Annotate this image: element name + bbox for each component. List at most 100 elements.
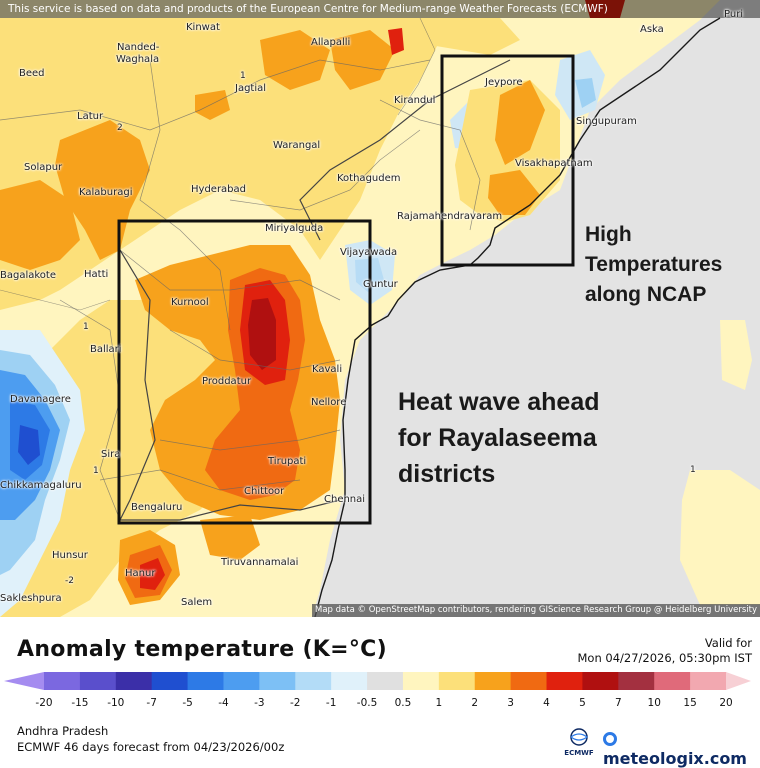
anomaly-map[interactable] bbox=[0, 0, 760, 617]
city-label: Ballari bbox=[90, 344, 122, 355]
scale-tick-label: 4 bbox=[543, 697, 550, 709]
rayalaseema-box bbox=[117, 219, 372, 525]
ncap-annotation-line: along NCAP bbox=[585, 283, 707, 306]
contour-label: 2 bbox=[117, 123, 123, 133]
legend-title: Anomaly temperature (K=°C) bbox=[17, 637, 387, 662]
scale-segment bbox=[367, 672, 404, 690]
ecmwf-disclaimer-banner: This service is based on data and produc… bbox=[0, 0, 760, 18]
scale-segment bbox=[402, 672, 440, 690]
city-label: Kalaburagi bbox=[79, 187, 133, 198]
city-label: Kavali bbox=[312, 364, 343, 375]
city-label: Vijayawada bbox=[340, 247, 398, 258]
city-label: Kirandul bbox=[394, 95, 436, 106]
city-label: Hunsur bbox=[52, 550, 88, 561]
scale-tick-label: -7 bbox=[146, 697, 157, 709]
contour-label: -2 bbox=[65, 576, 74, 586]
scale-tick-label: -1 bbox=[325, 697, 337, 709]
scale-tick-label: -5 bbox=[182, 697, 193, 709]
scale-segment bbox=[510, 672, 548, 690]
map-attribution: Map data © OpenStreetMap contributors, r… bbox=[312, 604, 760, 617]
scale-segment bbox=[151, 672, 189, 690]
rayalaseema-annotation-line: districts bbox=[398, 460, 496, 488]
scale-segment bbox=[618, 672, 655, 690]
city-label: Puri bbox=[724, 9, 744, 20]
scale-segment bbox=[474, 672, 512, 690]
city-label: Latur bbox=[77, 111, 104, 122]
rayalaseema-annotation-line: for Rayalaseema bbox=[398, 424, 597, 452]
ecmwf-logo-text: ECMWF bbox=[564, 749, 594, 757]
city-label: Proddatur bbox=[202, 376, 252, 387]
ncap-annotation-line: Temperatures bbox=[585, 253, 723, 276]
city-label: Allapalli bbox=[311, 37, 351, 48]
scale-segment bbox=[331, 672, 368, 690]
city-label: Jeypore bbox=[485, 77, 523, 88]
scale-segment bbox=[582, 672, 619, 690]
scale-tick-label: 10 bbox=[647, 697, 661, 709]
city-label: Jagtial bbox=[235, 83, 267, 94]
scale-segment bbox=[654, 672, 691, 690]
scale-segment bbox=[438, 672, 476, 690]
meteologix-logo-text: meteologix.com bbox=[603, 749, 747, 768]
valid-label: Valid for bbox=[704, 636, 752, 650]
city-label: Aska bbox=[640, 24, 664, 35]
city-label: Bengaluru bbox=[131, 502, 183, 513]
scale-tick-label: -15 bbox=[71, 697, 89, 709]
city-label: Tirupati bbox=[268, 456, 307, 467]
city-label: Miriyalguda bbox=[265, 223, 324, 234]
city-label: Salem bbox=[181, 597, 213, 608]
city-label: Chennai bbox=[324, 494, 366, 505]
scale-tick-label: 1 bbox=[435, 697, 443, 709]
scale-arrow-low bbox=[4, 672, 44, 690]
scale-segment bbox=[79, 672, 117, 690]
scale-segment bbox=[295, 672, 332, 690]
scale-tick-label: 15 bbox=[683, 697, 697, 709]
contour-label: 1 bbox=[83, 322, 89, 332]
scale-tick-label: 3 bbox=[507, 697, 514, 709]
scale-tick-label: 20 bbox=[719, 697, 733, 709]
city-label: Guntur bbox=[363, 279, 398, 290]
scale-tick-label: 5 bbox=[579, 697, 586, 709]
scale-segment bbox=[259, 672, 296, 690]
scale-segment bbox=[546, 672, 583, 690]
city-label: Warangal bbox=[273, 140, 321, 151]
sea-area bbox=[312, 0, 760, 617]
scale-segment bbox=[115, 672, 153, 690]
city-label: Davanagere bbox=[10, 394, 71, 405]
city-label: Hyderabad bbox=[191, 184, 246, 195]
ncap-annotation: High Temperatures along NCAP bbox=[585, 220, 722, 310]
city-label: Sira bbox=[101, 449, 121, 460]
rayalaseema-annotation: Heat wave ahead for Rayalaseema district… bbox=[398, 384, 600, 492]
contour-label: 1 bbox=[93, 466, 99, 476]
scale-tick-label: -0.5 bbox=[356, 697, 378, 709]
scale-tick-label: -3 bbox=[254, 697, 265, 709]
contour-label: 1 bbox=[240, 71, 246, 81]
city-label: Nellore bbox=[311, 397, 347, 408]
city-label: Hanur bbox=[125, 568, 156, 579]
city-label: Chittoor bbox=[244, 486, 285, 497]
city-label: Nanded- bbox=[117, 42, 160, 53]
city-label: Bagalakote bbox=[0, 270, 56, 281]
sea-warm-blob bbox=[680, 470, 760, 605]
coastline bbox=[314, 17, 721, 617]
scale-tick-label: -20 bbox=[35, 697, 53, 709]
city-label: Sakleshpura bbox=[0, 593, 62, 604]
color-scale-bar bbox=[4, 672, 751, 690]
region-name: Andhra Pradesh bbox=[17, 724, 109, 738]
city-label: Visakhapatnam bbox=[515, 158, 593, 169]
scale-segment bbox=[690, 672, 727, 690]
scale-tick-label: 7 bbox=[614, 697, 622, 709]
rayalaseema-annotation-line: Heat wave ahead bbox=[398, 388, 600, 416]
scale-tick-label: -4 bbox=[218, 697, 229, 709]
city-label: Kurnool bbox=[171, 297, 209, 308]
scale-tick-label: -10 bbox=[107, 697, 125, 709]
scale-tick-label: 2 bbox=[471, 697, 479, 709]
city-label: Hatti bbox=[84, 269, 109, 280]
valid-value: Mon 04/27/2026, 05:30pm IST bbox=[577, 651, 752, 665]
city-label: Rajamahendravaram bbox=[397, 211, 503, 222]
meteologix-logo[interactable]: meteologix.com bbox=[603, 730, 760, 768]
ncap-annotation-line: High bbox=[585, 223, 632, 246]
valid-time: Valid for Mon 04/27/2026, 05:30pm IST bbox=[577, 636, 752, 666]
scale-tick-label: -2 bbox=[290, 697, 301, 709]
scale-tick-label: 0.5 bbox=[394, 697, 412, 709]
city-label: Beed bbox=[19, 68, 45, 79]
